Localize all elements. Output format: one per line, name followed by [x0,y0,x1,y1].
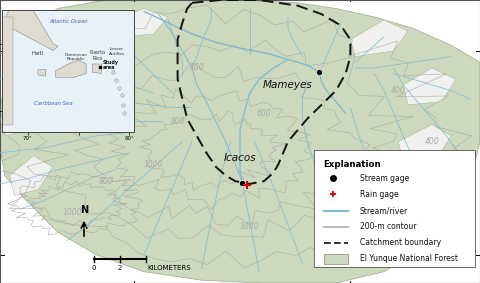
Text: Dominican
Republic: Dominican Republic [64,53,87,61]
Text: Lesser
Antilles: Lesser Antilles [108,47,125,55]
Text: 0: 0 [91,265,96,271]
Text: N: N [80,205,88,215]
Text: 100: 100 [190,63,204,72]
Bar [324,254,348,264]
Text: 1000: 1000 [144,160,163,169]
Text: 1000: 1000 [240,222,259,231]
Polygon shape [56,60,86,78]
Polygon shape [38,17,91,48]
Polygon shape [350,20,408,57]
Text: Stream/river: Stream/river [360,206,408,215]
Text: Mameyes: Mameyes [263,80,313,90]
Text: 600: 600 [257,109,271,118]
Text: Icacos: Icacos [224,153,256,164]
Text: 800: 800 [170,117,185,126]
Text: KILOMETERS: KILOMETERS [147,265,191,271]
Polygon shape [92,64,101,74]
Polygon shape [398,125,451,161]
Text: 600: 600 [46,103,60,112]
Text: 600: 600 [358,194,372,203]
Polygon shape [403,68,456,105]
Polygon shape [2,3,58,50]
Polygon shape [10,156,53,195]
Polygon shape [0,96,38,136]
Text: Rain gage: Rain gage [360,190,398,199]
Polygon shape [38,69,46,76]
Text: Haiti: Haiti [32,51,44,55]
Bar [314,150,475,267]
Polygon shape [115,8,168,37]
Text: 1000: 1000 [62,208,82,217]
Text: Atlantic Ocean: Atlantic Ocean [49,20,88,24]
Text: 400: 400 [391,86,406,95]
Text: Puerto
Rico: Puerto Rico [89,50,105,61]
Text: Catchment boundary: Catchment boundary [360,238,441,247]
Polygon shape [2,17,12,125]
Text: Stream gage: Stream gage [360,174,409,183]
Text: Caribbean Sea: Caribbean Sea [34,100,72,106]
Text: El Yunque National Forest: El Yunque National Forest [360,254,458,263]
Text: 200-m contour: 200-m contour [360,222,417,231]
Text: Explanation: Explanation [323,160,381,169]
Text: Study
area: Study area [102,60,119,70]
Text: 2: 2 [118,265,122,271]
Text: 400: 400 [425,137,439,146]
Text: 800: 800 [98,177,113,186]
